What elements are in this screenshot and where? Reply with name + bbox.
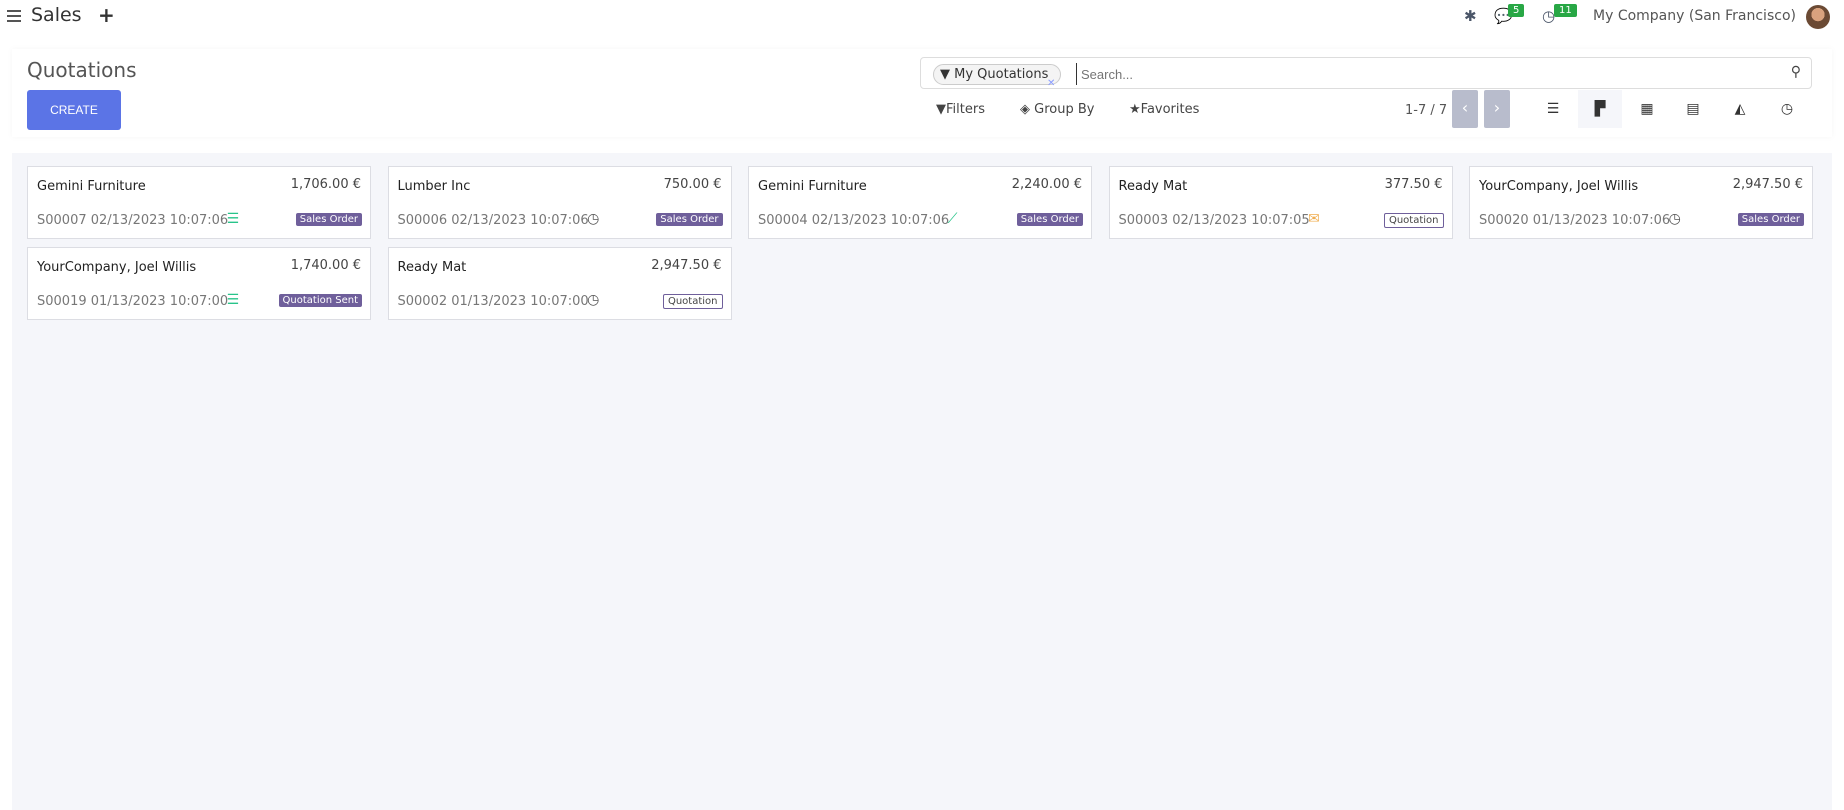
kanban-card[interactable]: Gemini Furniture 2,240.00 € S00004 02/13… xyxy=(748,166,1092,239)
list-view-button[interactable]: ☰ xyxy=(1546,101,1560,117)
app-title[interactable]: Sales xyxy=(31,4,82,26)
company-switcher[interactable]: My Company (San Francisco) xyxy=(1593,8,1796,24)
funnel-icon: ▼ xyxy=(940,67,955,82)
status-badge: Sales Order xyxy=(1016,213,1083,226)
group-by-button[interactable]: ◈ Group By xyxy=(1020,102,1094,117)
order-reference: S00019 01/13/2023 10:07:00 xyxy=(37,294,229,309)
kanban-card[interactable]: Ready Mat 377.50 € S00003 02/13/2023 10:… xyxy=(1108,166,1453,239)
pager-value[interactable]: 1-7 / 7 xyxy=(1405,103,1448,118)
order-reference: S00006 02/13/2023 10:07:06 xyxy=(397,213,589,228)
clock-icon[interactable]: ◷ xyxy=(1668,211,1681,227)
chart-line-icon[interactable]: ⟋ xyxy=(947,211,958,227)
status-badge: Quotation xyxy=(662,294,723,309)
page-title: Quotations xyxy=(27,58,137,82)
favorites-button[interactable]: ★Favorites xyxy=(1129,102,1199,117)
layers-icon: ◈ xyxy=(1020,102,1035,117)
search-icon[interactable]: ⚲ xyxy=(1790,64,1801,80)
top-navbar: Sales + ✱ 💬 5 ◷ 11 My Company (San Franc… xyxy=(0,0,1844,35)
customer-name: YourCompany, Joel Willis xyxy=(37,260,197,275)
kanban-card[interactable]: Ready Mat 2,947.50 € S00002 01/13/2023 1… xyxy=(387,247,732,320)
kanban-card[interactable]: YourCompany, Joel Willis 1,740.00 € S000… xyxy=(27,247,371,320)
filters-label: Filters xyxy=(946,102,985,117)
kanban-card[interactable]: YourCompany, Joel Willis 2,947.50 € S000… xyxy=(1469,166,1813,239)
pager-previous-button[interactable]: ‹ xyxy=(1452,90,1478,128)
envelope-icon[interactable]: ✉ xyxy=(1308,211,1320,227)
order-reference: S00003 02/13/2023 10:07:05 xyxy=(1118,213,1310,228)
amount: 750.00 € xyxy=(663,177,722,192)
kanban-view-button[interactable]: ▛ xyxy=(1578,90,1622,128)
search-bar: ▼ My Quotations ✕ ⚲ xyxy=(920,57,1812,89)
avatar[interactable] xyxy=(1806,5,1830,29)
clock-icon[interactable]: ◷ xyxy=(587,292,600,308)
customer-name: Gemini Furniture xyxy=(758,179,867,194)
activities-badge: 11 xyxy=(1554,4,1577,17)
amount: 1,706.00 € xyxy=(290,177,361,192)
tasks-icon[interactable]: ☰ xyxy=(226,292,240,308)
customer-name: Ready Mat xyxy=(1118,179,1188,194)
star-icon: ★ xyxy=(1129,102,1141,117)
amount: 2,240.00 € xyxy=(1011,177,1082,192)
customer-name: Ready Mat xyxy=(397,260,467,275)
amount: 2,947.50 € xyxy=(1732,177,1803,192)
plus-icon[interactable]: + xyxy=(98,3,115,27)
customer-name: YourCompany, Joel Willis xyxy=(1479,179,1639,194)
amount: 377.50 € xyxy=(1384,177,1443,192)
amount: 2,947.50 € xyxy=(651,258,722,273)
status-badge: Sales Order xyxy=(656,213,723,226)
messages-badge: 5 xyxy=(1508,4,1525,17)
clock-icon[interactable]: ◷ xyxy=(587,211,600,227)
create-button[interactable]: CREATE xyxy=(27,90,121,130)
status-badge: Quotation xyxy=(1383,213,1444,228)
customer-name: Gemini Furniture xyxy=(37,179,146,194)
kanban-card[interactable]: Gemini Furniture 1,706.00 € S00007 02/13… xyxy=(27,166,371,239)
graph-view-button[interactable]: ◭ xyxy=(1734,101,1746,117)
order-reference: S00020 01/13/2023 10:07:06 xyxy=(1479,213,1671,228)
search-input[interactable] xyxy=(1076,63,1756,85)
funnel-icon: ▼ xyxy=(936,102,946,117)
tasks-icon[interactable]: ☰ xyxy=(226,211,240,227)
menu-icon[interactable] xyxy=(7,10,21,22)
favorites-label: Favorites xyxy=(1140,102,1200,117)
group-by-label: Group By xyxy=(1034,102,1095,117)
order-reference: S00004 02/13/2023 10:07:06 xyxy=(758,213,950,228)
pivot-view-button[interactable]: ▤ xyxy=(1686,101,1700,117)
status-badge: Sales Order xyxy=(1737,213,1804,226)
customer-name: Lumber Inc xyxy=(397,179,471,194)
activity-view-button[interactable]: ◷ xyxy=(1780,101,1794,117)
filter-facet[interactable]: ▼ My Quotations xyxy=(933,64,1062,85)
order-reference: S00007 02/13/2023 10:07:06 xyxy=(37,213,229,228)
pager-next-button[interactable]: › xyxy=(1484,90,1510,128)
bug-icon[interactable]: ✱ xyxy=(1464,7,1477,25)
calendar-view-button[interactable]: ▦ xyxy=(1640,101,1654,117)
facet-label: My Quotations xyxy=(954,67,1049,82)
remove-facet-icon[interactable]: ✕ xyxy=(1047,78,1056,89)
status-badge: Sales Order xyxy=(295,213,362,226)
status-badge: Quotation Sent xyxy=(278,294,362,307)
clock-icon[interactable]: ◷ xyxy=(1542,7,1556,25)
filters-button[interactable]: ▼Filters xyxy=(936,102,985,117)
amount: 1,740.00 € xyxy=(290,258,361,273)
kanban-card[interactable]: Lumber Inc 750.00 € S00006 02/13/2023 10… xyxy=(387,166,732,239)
order-reference: S00002 01/13/2023 10:07:00 xyxy=(397,294,589,309)
